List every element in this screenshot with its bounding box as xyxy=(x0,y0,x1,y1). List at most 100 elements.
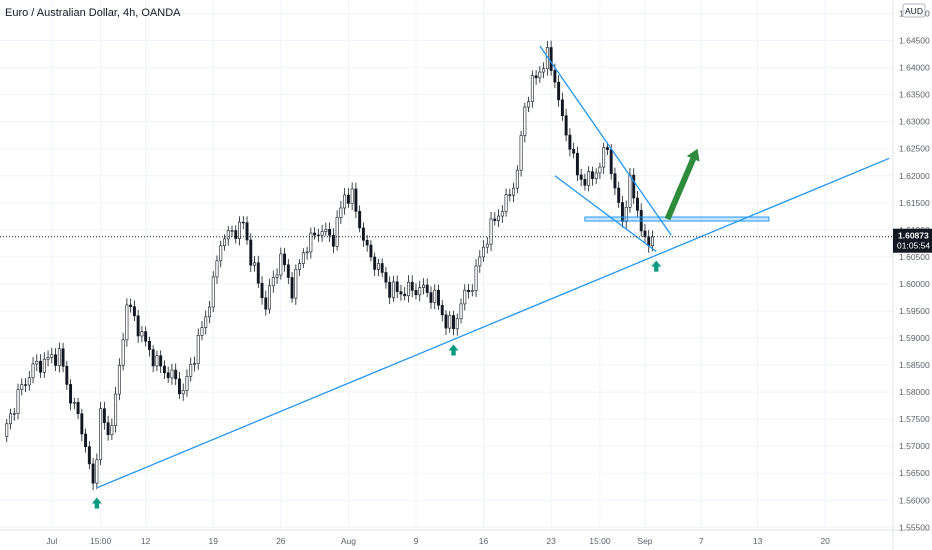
candle-body-down xyxy=(144,331,148,342)
price-tick-label: 1.56000 xyxy=(899,495,930,505)
candle xyxy=(286,259,290,284)
candle xyxy=(95,453,99,490)
candle xyxy=(249,233,253,273)
candle-body-down xyxy=(249,239,253,266)
candle xyxy=(298,259,302,276)
candle xyxy=(80,408,84,442)
candle-body-down xyxy=(493,218,497,221)
candle xyxy=(602,142,606,175)
candle-body-down xyxy=(414,290,418,296)
price-tick-label: 1.63500 xyxy=(899,90,930,100)
candle xyxy=(114,387,118,433)
candle-body-up xyxy=(204,316,208,328)
candle xyxy=(268,278,272,314)
candle xyxy=(91,457,95,491)
candle-body-up xyxy=(504,194,508,212)
candle-body-up xyxy=(448,315,452,329)
candle xyxy=(354,182,358,219)
candle xyxy=(121,332,125,371)
wedge-lower-line[interactable] xyxy=(554,175,657,253)
trendlines[interactable] xyxy=(96,45,890,489)
candle-body-down xyxy=(256,262,260,284)
breakout-level-rect[interactable] xyxy=(584,216,770,222)
candle-body-up xyxy=(489,218,493,245)
candle-body-down xyxy=(617,187,621,203)
candle-body-up xyxy=(140,331,144,337)
candle xyxy=(27,370,31,391)
time-axis[interactable]: Jul 15:00 12 19 26 Aug 9 16 23 15:00 Sep 7 13 20 xyxy=(46,536,830,546)
candle-body-up xyxy=(95,459,99,484)
candle-body-down xyxy=(553,70,557,83)
candle xyxy=(478,250,482,273)
candle xyxy=(117,358,121,401)
falling-resistance-line[interactable] xyxy=(539,45,672,236)
candle-body-up xyxy=(309,232,313,253)
candle xyxy=(159,350,163,374)
candle xyxy=(144,326,148,347)
candle xyxy=(418,280,422,302)
candle xyxy=(620,195,624,228)
candles xyxy=(5,40,654,491)
candle-body-up xyxy=(350,188,354,204)
bar-countdown-label: 01:05:54 xyxy=(897,241,930,251)
projection-arrow-icon xyxy=(664,148,700,221)
currency-unit-box[interactable]: AUD xyxy=(902,3,926,18)
time-tick-label: 15:00 xyxy=(589,536,611,546)
candle-body-up xyxy=(268,285,272,310)
candle-body-down xyxy=(234,230,238,239)
candle-body-down xyxy=(583,179,587,186)
candle xyxy=(185,369,189,397)
candle-body-up xyxy=(406,281,410,297)
candle xyxy=(452,310,455,336)
candle-body-up xyxy=(527,101,531,108)
rising-support-line[interactable] xyxy=(96,157,890,489)
candle-body-down xyxy=(264,297,268,310)
candle-body-down xyxy=(331,234,335,247)
candle xyxy=(106,415,110,441)
candle xyxy=(519,130,523,177)
candle-body-up xyxy=(181,390,185,395)
candle-body-down xyxy=(365,239,369,246)
candle-body-up xyxy=(391,281,395,298)
candle xyxy=(230,225,234,238)
candle xyxy=(594,168,598,184)
breakout-level-zone[interactable] xyxy=(584,216,770,222)
candle xyxy=(166,366,170,383)
candle xyxy=(65,360,69,390)
price-tick-label: 1.62000 xyxy=(899,171,930,181)
candle xyxy=(346,188,350,208)
candle-body-down xyxy=(132,306,136,317)
candle-body-up xyxy=(189,364,193,377)
candle xyxy=(12,407,16,421)
candle-body-up xyxy=(298,263,302,270)
candle xyxy=(241,216,245,230)
price-tick-label: 1.64000 xyxy=(899,63,930,73)
candle xyxy=(253,255,256,272)
candle-body-up xyxy=(57,348,61,366)
candle xyxy=(245,216,249,245)
candle xyxy=(271,270,275,293)
time-tick-label: Aug xyxy=(341,536,356,546)
candle xyxy=(636,191,639,218)
candle-body-down xyxy=(151,349,155,367)
bounce-up-arrow-icon xyxy=(651,260,662,272)
chart-title: Euro / Australian Dollar, 4h, OANDA xyxy=(5,7,181,19)
candle-body-down xyxy=(467,289,470,292)
candle xyxy=(497,209,501,227)
candle xyxy=(84,428,88,453)
candle-body-down xyxy=(166,372,170,379)
candle-body-up xyxy=(16,389,20,414)
candle xyxy=(534,70,538,85)
arrows xyxy=(91,148,700,509)
candle-body-down xyxy=(613,173,617,189)
candle-body-down xyxy=(159,355,163,367)
time-tick-label: 16 xyxy=(479,536,489,546)
candle-body-down xyxy=(560,99,564,117)
candle-body-down xyxy=(87,446,91,465)
candle-body-down xyxy=(313,232,317,236)
candle xyxy=(643,224,647,243)
candle-body-down xyxy=(24,384,27,386)
candle xyxy=(463,284,467,311)
candle xyxy=(467,283,470,299)
